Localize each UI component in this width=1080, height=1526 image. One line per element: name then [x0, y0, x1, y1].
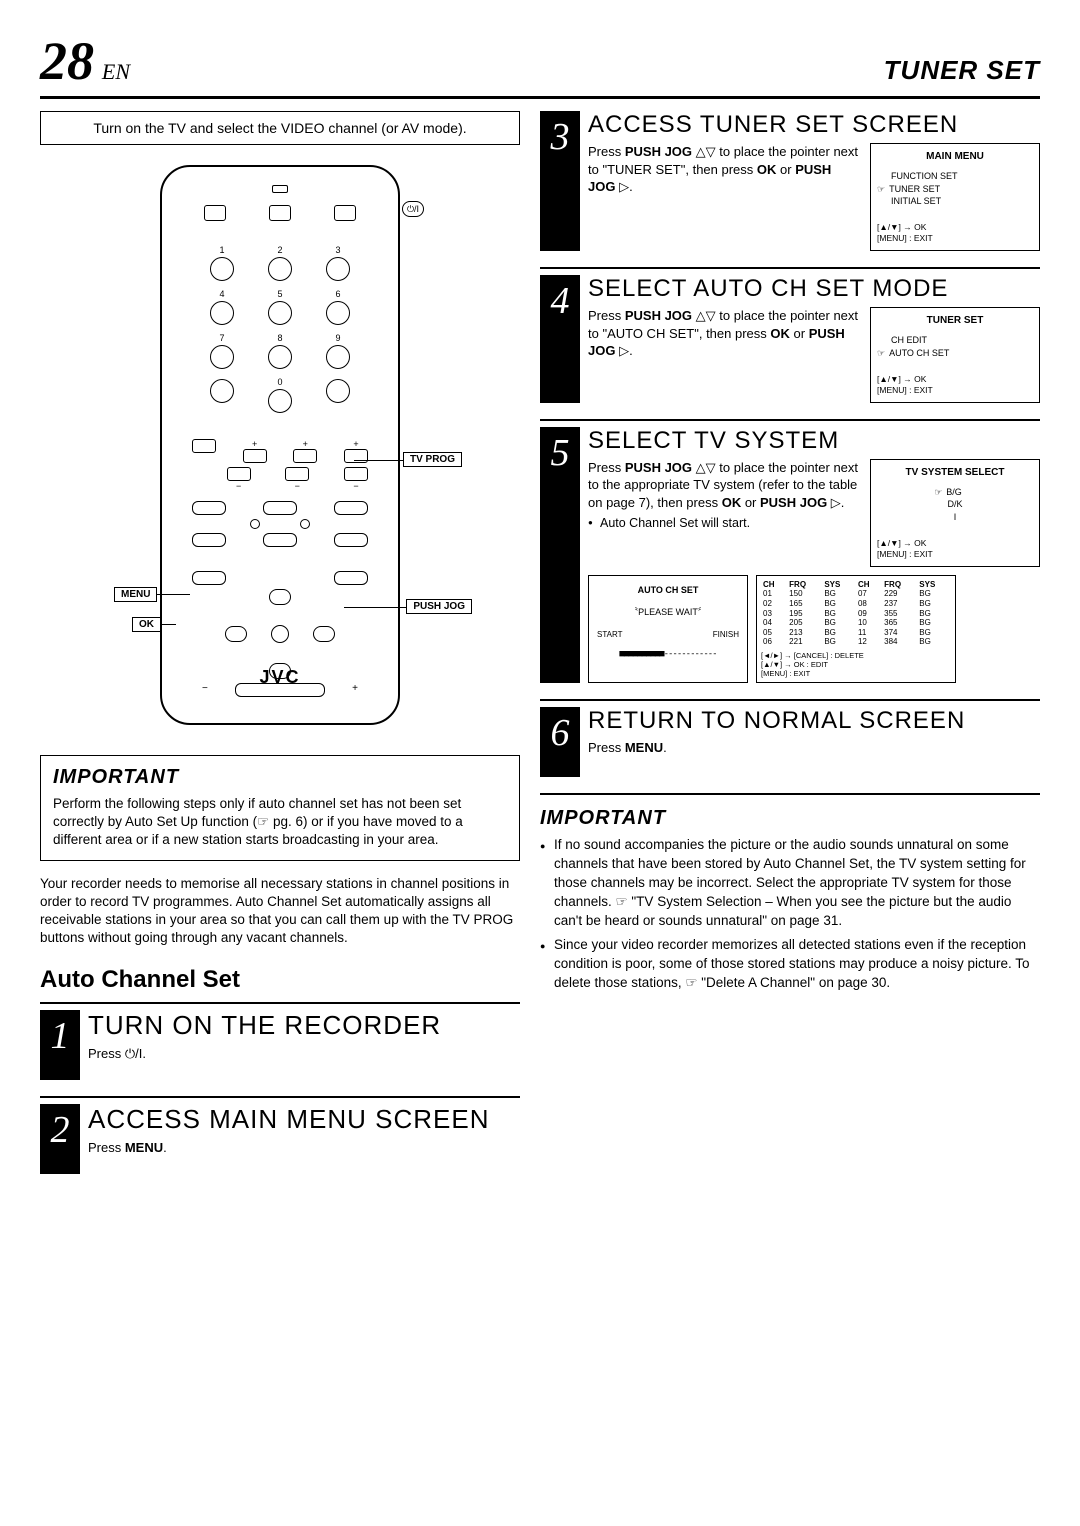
- display-icon: [269, 205, 291, 221]
- numpad: 123 456 789 0: [162, 237, 398, 421]
- main-menu-screen: MAIN MENU FUNCTION SET TUNER SET INITIAL…: [870, 143, 1040, 251]
- step-body: Press MENU.: [88, 1139, 520, 1157]
- step-number: 1: [40, 1010, 80, 1080]
- step-body: Press PUSH JOG △▽ to place the pointer n…: [588, 459, 860, 567]
- step-body: Press PUSH JOG △▽ to place the pointer n…: [588, 143, 860, 251]
- step-number: 6: [540, 707, 580, 777]
- channel-table-screen: CHFRQSYSCHFRQSYS 01150BG07229BG 02165BG0…: [756, 575, 956, 683]
- callout-menu: MENU: [114, 587, 157, 602]
- callout-pushjog: PUSH JOG: [406, 599, 472, 614]
- important-right: IMPORTANT If no sound accompanies the pi…: [540, 807, 1040, 993]
- callout-tvprog: TV PROG: [403, 452, 462, 467]
- right-column: 3 ACCESS TUNER SET SCREEN Press PUSH JOG…: [540, 111, 1040, 1190]
- important-box-left: IMPORTANT Perform the following steps on…: [40, 755, 520, 861]
- power-button-icon: ⏻/I: [402, 201, 424, 217]
- step-number: 5: [540, 427, 580, 683]
- page-number: 28: [40, 31, 94, 91]
- step-6: 6 RETURN TO NORMAL SCREEN Press MENU.: [540, 699, 1040, 777]
- step-2: 2 ACCESS MAIN MENU SCREEN Press MENU.: [40, 1096, 520, 1174]
- step-number: 3: [540, 111, 580, 251]
- power-icon: [334, 205, 356, 221]
- important-bullet: Since your video recorder memorizes all …: [540, 936, 1040, 993]
- page-header: 28 EN TUNER SET: [40, 30, 1040, 99]
- important-body: Perform the following steps only if auto…: [53, 795, 507, 850]
- step-heading: ACCESS MAIN MENU SCREEN: [88, 1104, 520, 1135]
- auto-ch-set-title: Auto Channel Set: [40, 966, 520, 994]
- remote-illustration: ⏻/I 123 456 789 0 +++ −−−: [40, 165, 520, 725]
- step-3: 3 ACCESS TUNER SET SCREEN Press PUSH JOG…: [540, 111, 1040, 251]
- step-heading: TURN ON THE RECORDER: [88, 1010, 520, 1041]
- step-number: 4: [540, 275, 580, 402]
- step-body: Press MENU.: [588, 739, 1040, 757]
- lang-label: EN: [102, 59, 130, 84]
- section-title: TUNER SET: [884, 55, 1040, 86]
- tuner-set-screen: TUNER SET CH EDIT AUTO CH SET [▲/▼] → OK…: [870, 307, 1040, 402]
- important-title: IMPORTANT: [53, 766, 507, 789]
- tv-system-screen: TV SYSTEM SELECT B/G D/K I [▲/▼] → OK[ME…: [870, 459, 1040, 567]
- step-heading: SELECT AUTO CH SET MODE: [588, 275, 1040, 303]
- callout-ok: OK: [132, 617, 161, 632]
- brand-logo: JVC: [162, 667, 398, 688]
- top-instruction: Turn on the TV and select the VIDEO chan…: [40, 111, 520, 145]
- eject-icon: [204, 205, 226, 221]
- jog-cross: [225, 589, 335, 679]
- left-column: Turn on the TV and select the VIDEO chan…: [40, 111, 520, 1190]
- intro-text: Your recorder needs to memorise all nece…: [40, 875, 520, 948]
- important-title: IMPORTANT: [540, 807, 1040, 830]
- step-5: 5 SELECT TV SYSTEM Press PUSH JOG △▽ to …: [540, 419, 1040, 683]
- step-heading: ACCESS TUNER SET SCREEN: [588, 111, 1040, 139]
- important-bullet: If no sound accompanies the picture or t…: [540, 836, 1040, 930]
- autoch-progress-screen: AUTO CH SET 〝PLEASE WAIT〞 STARTFINISH ■■…: [588, 575, 748, 683]
- step-body: Press PUSH JOG △▽ to place the pointer n…: [588, 307, 860, 402]
- step-4: 4 SELECT AUTO CH SET MODE Press PUSH JOG…: [540, 267, 1040, 402]
- step-1: 1 TURN ON THE RECORDER Press ⏻/I.: [40, 1002, 520, 1080]
- step-body: Press ⏻/I.: [88, 1045, 520, 1063]
- step-heading: SELECT TV SYSTEM: [588, 427, 1040, 455]
- step-number: 2: [40, 1104, 80, 1174]
- step-heading: RETURN TO NORMAL SCREEN: [588, 707, 1040, 735]
